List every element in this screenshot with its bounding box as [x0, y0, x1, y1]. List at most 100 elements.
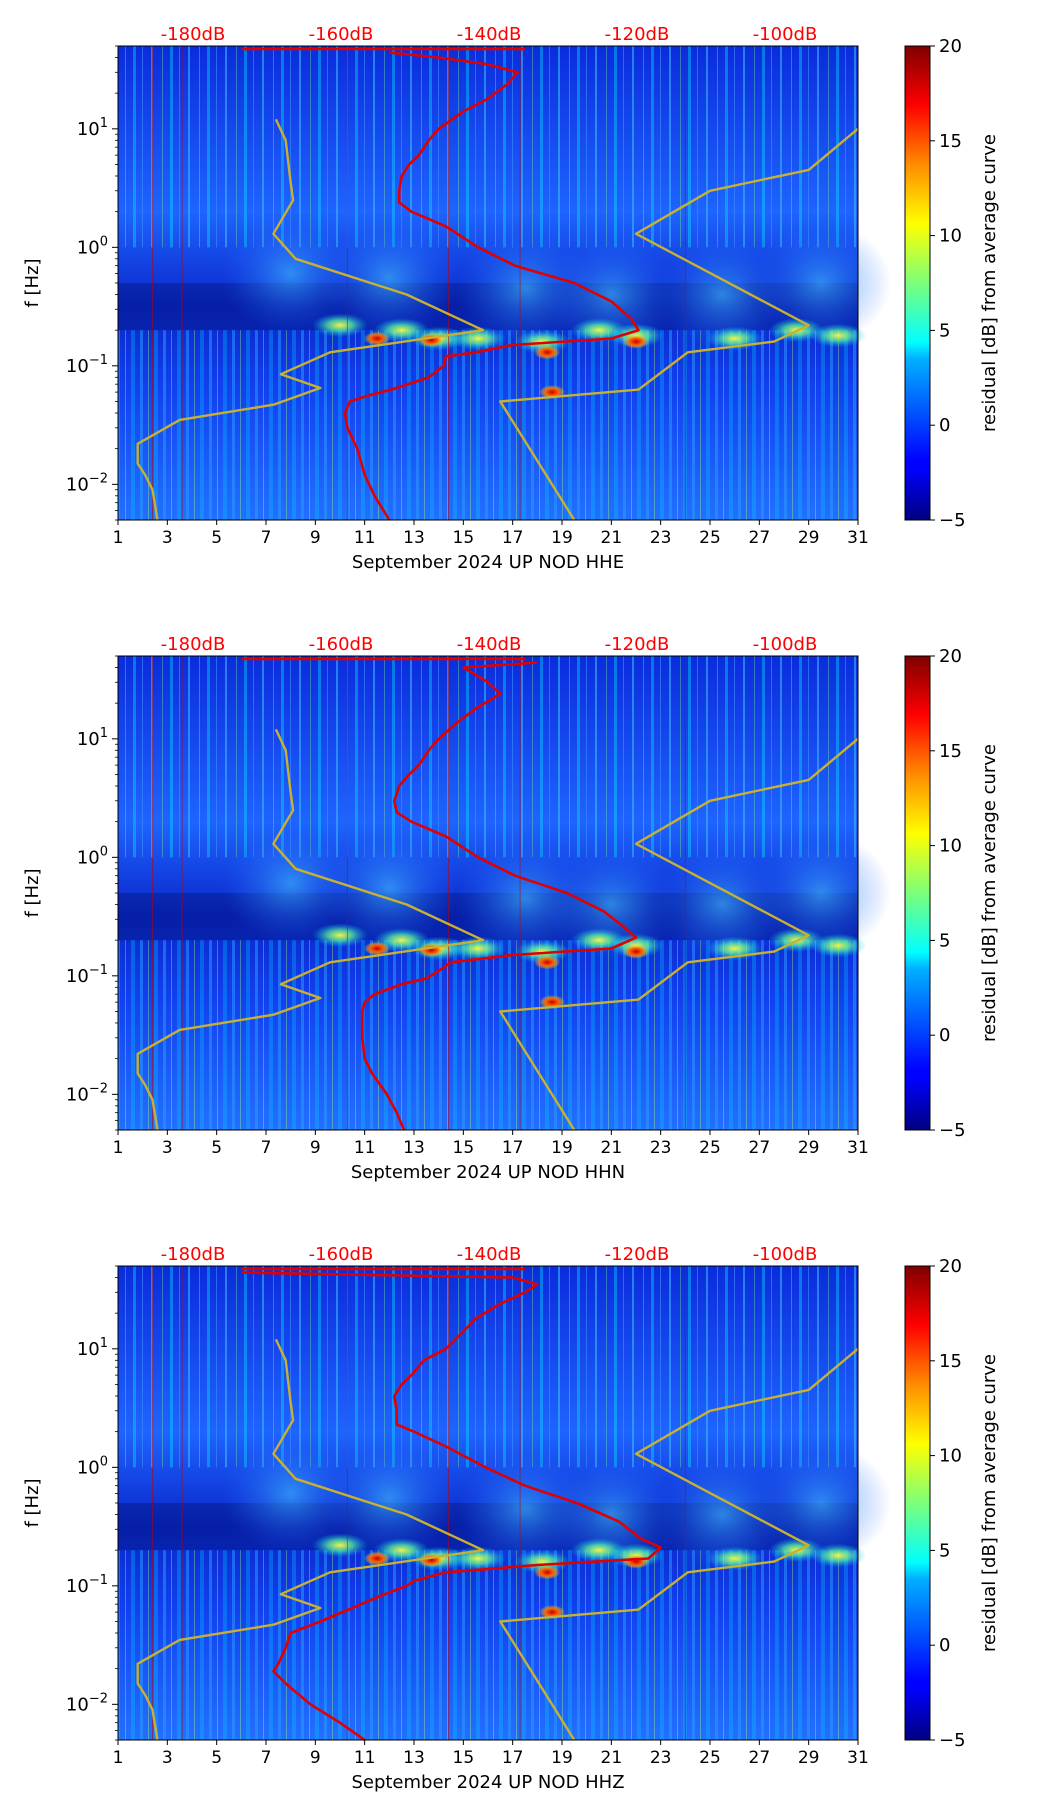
x-tick-label: 21 [601, 528, 623, 548]
x-tick-label: 1 [113, 1748, 124, 1768]
x-tick-label: 27 [749, 528, 771, 548]
colorbar-tick-label: −5 [939, 510, 966, 531]
x-tick-label: 5 [211, 1748, 222, 1768]
heatmap [118, 656, 891, 1130]
colorbar: −5 0 5 10 15 20 residual [dB] from average cur… [904, 1256, 1000, 1751]
colorbar-tick-label: 15 [939, 1351, 962, 1372]
top-db-label: -100dB [753, 1244, 818, 1265]
x-tick-label: 15 [453, 528, 475, 548]
top-db-label: -120dB [605, 634, 670, 655]
x-tick-label: 23 [650, 528, 672, 548]
colorbar: −5 0 5 10 15 20 residual [dB] from average cur… [904, 646, 1000, 1141]
x-tick-label: 17 [502, 1748, 524, 1768]
top-db-label: -180dB [161, 24, 226, 45]
x-tick-label: 25 [699, 1138, 721, 1158]
colorbar: −5 0 5 10 15 20 residual [dB] from average cur… [904, 36, 1000, 531]
psd-curve-2 [136, 1338, 485, 1741]
x-tick-label: 17 [502, 528, 524, 548]
x-tick-label: 7 [261, 1138, 272, 1158]
colorbar-tick-label: 15 [939, 131, 962, 152]
top-db-label: -100dB [753, 634, 818, 655]
psd-curve-3 [499, 1347, 859, 1741]
x-tick-label: 7 [261, 1748, 272, 1768]
psd-curve-1 [241, 1271, 662, 1742]
x-tick-label: 21 [601, 1748, 623, 1768]
y-tick-label: 10−1 [66, 1573, 108, 1597]
psd-curve-1 [360, 661, 638, 1131]
heatmap [118, 46, 891, 520]
x-tick-label: 29 [798, 528, 820, 548]
x-tick-label: 11 [354, 1748, 376, 1768]
psd-curve-3 [499, 737, 859, 1131]
x-tick-label: 19 [551, 1138, 573, 1158]
top-db-label: -160dB [309, 634, 374, 655]
x-tick-label: 1 [113, 528, 124, 548]
colorbar-label: residual [dB] from average curve [979, 744, 1000, 1042]
x-tick-label: 13 [403, 1138, 425, 1158]
top-db-label: -160dB [309, 1244, 374, 1265]
y-tick-label: 101 [77, 726, 108, 750]
y-tick-label: 10−1 [66, 963, 108, 987]
y-axis-label: f [Hz] [22, 868, 43, 917]
psd-curve-1 [343, 51, 640, 521]
y-tick-label: 101 [77, 1336, 108, 1360]
colorbar-tick-label: −5 [939, 1120, 966, 1141]
x-axis-label: September 2024 UP NOD HHZ [351, 1772, 624, 1793]
x-tick-label: 31 [847, 1748, 869, 1768]
top-db-label: -140dB [457, 634, 522, 655]
x-tick-label: 9 [310, 1138, 321, 1158]
colorbar-tick-label: 0 [939, 415, 950, 436]
y-axis-label: f [Hz] [22, 258, 43, 307]
x-tick-label: 27 [749, 1138, 771, 1158]
psd-curve-2 [136, 118, 485, 521]
x-tick-label: 11 [354, 528, 376, 548]
x-tick-label: 15 [453, 1748, 475, 1768]
colorbar-tick-label: 10 [939, 226, 962, 247]
x-tick-label: 15 [453, 1138, 475, 1158]
y-axis-label: f [Hz] [22, 1478, 43, 1527]
x-axis-label: September 2024 UP NOD HHE [352, 552, 624, 573]
x-tick-label: 11 [354, 1138, 376, 1158]
top-db-label: -140dB [457, 1244, 522, 1265]
x-tick-label: 23 [650, 1138, 672, 1158]
psd-curve-2 [136, 728, 485, 1131]
x-tick-label: 1 [113, 1138, 124, 1158]
colorbar-tick-label: 15 [939, 741, 962, 762]
x-tick-label: 17 [502, 1138, 524, 1158]
x-tick-label: 9 [310, 528, 321, 548]
x-axis-label: September 2024 UP NOD HHN [351, 1162, 625, 1183]
x-tick-label: 29 [798, 1138, 820, 1158]
x-tick-label: 19 [551, 528, 573, 548]
x-tick-label: 19 [551, 1748, 573, 1768]
colorbar-tick-label: −5 [939, 1730, 966, 1751]
top-db-label: -120dB [605, 24, 670, 45]
x-tick-label: 5 [211, 528, 222, 548]
colorbar-tick-label: 20 [939, 1256, 962, 1277]
top-db-label: -140dB [457, 24, 522, 45]
y-tick-label: 100 [77, 844, 108, 868]
x-tick-label: 13 [403, 1748, 425, 1768]
y-tick-label: 10−2 [66, 1691, 108, 1715]
colorbar-tick-label: 5 [939, 930, 950, 951]
x-tick-label: 5 [211, 1138, 222, 1158]
y-tick-label: 10−2 [66, 471, 108, 495]
colorbar-label: residual [dB] from average curve [979, 1354, 1000, 1652]
x-tick-label: 25 [699, 1748, 721, 1768]
top-db-label: -120dB [605, 1244, 670, 1265]
x-tick-label: 29 [798, 1748, 820, 1768]
colorbar-tick-label: 5 [939, 320, 950, 341]
y-tick-label: 101 [77, 116, 108, 140]
x-tick-label: 27 [749, 1748, 771, 1768]
heatmap [118, 1266, 891, 1740]
x-tick-label: 3 [162, 1748, 173, 1768]
colorbar-label: residual [dB] from average curve [979, 134, 1000, 432]
top-db-label: -100dB [753, 24, 818, 45]
colorbar-tick-label: 5 [939, 1540, 950, 1561]
x-tick-label: 3 [162, 1138, 173, 1158]
top-db-label: -160dB [309, 24, 374, 45]
